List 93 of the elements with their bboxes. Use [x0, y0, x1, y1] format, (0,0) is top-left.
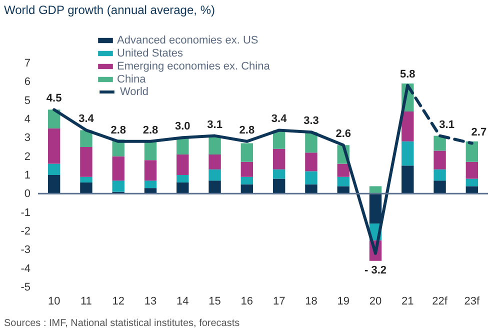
- bar: [48, 175, 60, 194]
- x-tick-label: 17: [272, 296, 286, 308]
- chart-title: World GDP growth (annual average, %): [4, 3, 215, 17]
- bar: [434, 169, 446, 181]
- x-tick-label: 10: [48, 296, 60, 308]
- bar: [80, 147, 92, 177]
- bar: [80, 130, 92, 147]
- bar: [369, 194, 382, 224]
- bar: [240, 162, 254, 177]
- data-label: 3.3: [304, 115, 319, 128]
- y-tick-label: 3: [24, 132, 30, 144]
- bar: [176, 175, 189, 182]
- data-label: 2.8: [142, 124, 158, 136]
- bar: [434, 180, 446, 194]
- x-tick-label: 19: [337, 296, 350, 308]
- data-label: 5.8: [400, 68, 416, 80]
- x-tick-label: 18: [305, 296, 318, 308]
- y-tick-label: 5: [24, 94, 30, 107]
- x-tick-label: 22f: [432, 296, 448, 308]
- source-note: Sources : IMF, National statistical institutes, forecasts: [4, 318, 240, 329]
- data-label: 2.8: [239, 124, 255, 136]
- bar: [48, 128, 60, 164]
- y-tick-label: 4: [24, 114, 30, 126]
- bar: [305, 184, 318, 194]
- bar: [240, 143, 254, 162]
- legend-label: Advanced economies ex. US: [117, 34, 258, 46]
- x-tick-label: 21: [402, 296, 414, 308]
- bar: [466, 162, 478, 179]
- bar: [272, 169, 286, 179]
- bar: [48, 110, 60, 128]
- bar: [466, 178, 478, 186]
- bar: [176, 154, 189, 175]
- bar: [144, 180, 157, 188]
- bar: [240, 176, 254, 184]
- legend-label: United States: [117, 48, 184, 60]
- data-label: 3.1: [439, 118, 454, 131]
- y-tick-label: -3: [20, 244, 30, 256]
- legend-label: China: [117, 74, 147, 86]
- bar: [112, 156, 124, 181]
- data-label: 3.1: [207, 118, 222, 131]
- bar: [305, 152, 318, 172]
- bar: [369, 186, 382, 194]
- y-tick-label: -2: [20, 226, 30, 238]
- y-tick-label: 0: [24, 188, 30, 200]
- x-tick-label: 12: [112, 296, 124, 308]
- x-tick-label: 20: [369, 296, 382, 308]
- data-label: 4.5: [46, 92, 62, 105]
- legend-label: World: [120, 86, 149, 98]
- y-tick-label: -1: [20, 206, 30, 219]
- data-label: 3.4: [271, 113, 288, 126]
- data-label: 2.6: [336, 128, 352, 140]
- data-label: 3.4: [78, 113, 95, 126]
- y-tick-label: 7: [24, 58, 30, 70]
- bar: [112, 180, 124, 192]
- bar: [337, 176, 350, 186]
- bar: [466, 186, 478, 194]
- x-tick-label: 16: [240, 296, 254, 308]
- bar: [48, 164, 60, 175]
- data-label: - 3.2: [364, 264, 387, 276]
- y-tick-label: 2: [24, 150, 30, 163]
- data-label: 2.8: [110, 124, 126, 136]
- y-tick-label: -5: [20, 282, 30, 294]
- bar: [80, 182, 92, 194]
- bar: [434, 150, 446, 170]
- data-label: 3.0: [174, 120, 190, 133]
- bar: [144, 160, 157, 181]
- bar: [272, 178, 286, 194]
- bar: [337, 164, 350, 177]
- x-tick-label: 14: [176, 296, 189, 308]
- bar: [272, 148, 286, 170]
- x-tick-label: 15: [208, 296, 221, 308]
- y-tick-label: 6: [24, 76, 30, 88]
- bar: [80, 176, 92, 182]
- bar: [176, 182, 189, 194]
- bar: [305, 171, 318, 184]
- x-tick-label: 13: [144, 296, 157, 308]
- bar: [208, 169, 221, 181]
- bar: [208, 136, 221, 154]
- bar: [434, 136, 446, 151]
- bar: [208, 154, 221, 170]
- bar: [144, 141, 157, 160]
- x-tick-label: 11: [80, 296, 92, 308]
- bar: [466, 141, 478, 162]
- data-label: 2.7: [471, 126, 487, 138]
- y-tick-label: 1: [24, 170, 30, 182]
- bar: [402, 112, 414, 142]
- y-tick-label: -4: [20, 262, 30, 275]
- x-tick-label: 23f: [464, 296, 481, 308]
- legend-label: Emerging economies ex. China: [117, 60, 271, 72]
- bar: [402, 141, 414, 166]
- bar: [208, 180, 221, 194]
- bar: [337, 186, 350, 194]
- bar: [402, 166, 414, 194]
